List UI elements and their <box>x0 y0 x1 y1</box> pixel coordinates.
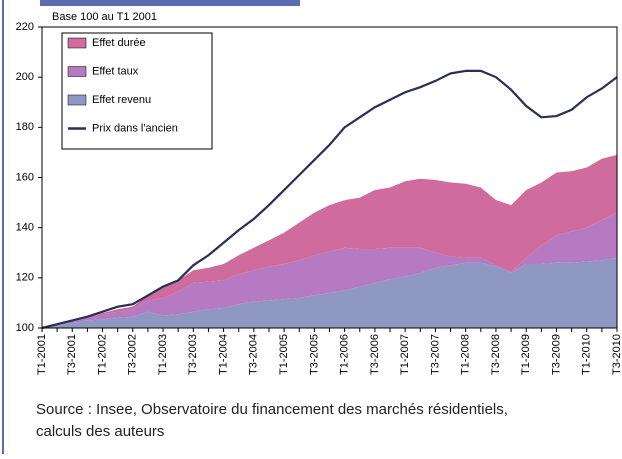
x-tick-label: T3-2006 <box>369 334 381 375</box>
y-tick-label: 120 <box>16 272 34 284</box>
x-tick-label: T1-2004 <box>217 334 229 375</box>
x-tick-label: T3-2009 <box>550 334 562 375</box>
legend-label: Prix dans l'ancien <box>92 122 178 134</box>
source: calculs des auteurs <box>36 423 164 440</box>
x-tick-label: T1-2006 <box>339 334 351 375</box>
x-tick-label: T1-2008 <box>460 334 472 375</box>
x-tick-label: T1-2002 <box>96 334 108 375</box>
legend-swatch <box>67 66 87 77</box>
legend-swatch <box>67 37 87 49</box>
x-tick-label: T1-2010 <box>581 334 593 375</box>
x-tick-label: T3-2003 <box>187 334 199 375</box>
legend-box <box>61 32 213 150</box>
title-fragment <box>40 0 300 6</box>
x-tick-label: T1-2001 <box>36 334 48 375</box>
legend-swatch <box>67 94 87 106</box>
x-tick-label: T1-2007 <box>399 334 411 375</box>
x-tick-label: T3-2007 <box>429 334 441 375</box>
x-tick-label: T3-2005 <box>308 334 320 375</box>
y-tick-label: 140 <box>16 222 34 234</box>
area <box>42 212 617 328</box>
y-tick-label: 220 <box>16 21 34 33</box>
legend-label: Effet durée <box>92 37 146 49</box>
y-tick-label: 200 <box>16 71 34 83</box>
x-tick-label: T3-2010 <box>611 334 622 375</box>
x-tick-label: T3-2002 <box>127 334 139 375</box>
x-tick-label: T1-2005 <box>278 334 290 375</box>
y-axis-label: Base 100 au T1 2001 <box>52 11 157 23</box>
y-tick-label: 180 <box>16 121 34 133</box>
x-tick-label: T3-2001 <box>66 334 78 375</box>
area <box>42 154 617 328</box>
x-tick-label: T1-2003 <box>157 334 169 375</box>
y-tick-label: 160 <box>16 171 34 183</box>
source: Source : Insee, Observatoire du financem… <box>36 401 508 418</box>
x-tick-label: T3-2004 <box>248 334 260 375</box>
legend-label: Effet revenu <box>92 94 151 106</box>
x-tick-label: T3-2008 <box>490 334 502 375</box>
line <box>41 69 618 330</box>
x-tick-label: T1-2009 <box>520 334 532 375</box>
y-tick-label: 100 <box>16 322 34 334</box>
legend-label: Effet taux <box>92 65 139 77</box>
